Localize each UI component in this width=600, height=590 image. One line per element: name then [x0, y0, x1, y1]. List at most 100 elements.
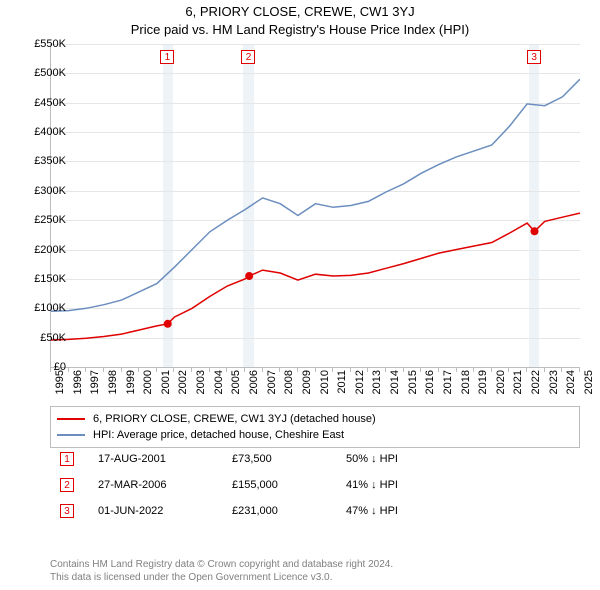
y-tick-label: £400K: [20, 126, 66, 138]
x-tick-label: 2001: [160, 370, 172, 394]
x-tick-label: 2021: [512, 370, 524, 394]
x-tick-label: 2008: [283, 370, 295, 394]
footer-line1: Contains HM Land Registry data © Crown c…: [50, 559, 580, 572]
x-tick-label: 1999: [125, 370, 137, 394]
sale-row-marker: 2: [60, 478, 74, 492]
x-tick-mark: [121, 368, 122, 372]
sale-hpi: 47% ↓ HPI: [346, 505, 436, 517]
y-tick-label: £500K: [20, 67, 66, 79]
x-tick-label: 2025: [583, 370, 595, 394]
x-tick-label: 2019: [477, 370, 489, 394]
x-tick-mark: [438, 368, 439, 372]
y-tick-label: £250K: [20, 214, 66, 226]
x-tick-mark: [508, 368, 509, 372]
x-tick-label: 2002: [177, 370, 189, 394]
x-tick-mark: [262, 368, 263, 372]
sale-marker-box: 2: [241, 50, 255, 64]
x-tick-mark: [561, 368, 562, 372]
chart-svg: [51, 44, 580, 367]
x-tick-mark: [103, 368, 104, 372]
x-tick-mark: [68, 368, 69, 372]
x-tick-mark: [85, 368, 86, 372]
x-tick-mark: [473, 368, 474, 372]
x-tick-label: 2016: [424, 370, 436, 394]
x-tick-mark: [173, 368, 174, 372]
sale-date: 27-MAR-2006: [98, 479, 208, 491]
x-tick-label: 2018: [460, 370, 472, 394]
sale-marker-box: 3: [527, 50, 541, 64]
sale-price: £231,000: [232, 505, 322, 517]
sale-marker-dot: [164, 320, 172, 328]
x-tick-label: 2023: [548, 370, 560, 394]
x-tick-mark: [156, 368, 157, 372]
x-tick-mark: [279, 368, 280, 372]
x-tick-label: 1998: [107, 370, 119, 394]
x-tick-label: 2004: [213, 370, 225, 394]
y-tick-label: £150K: [20, 273, 66, 285]
x-tick-label: 2000: [142, 370, 154, 394]
x-tick-label: 1996: [72, 370, 84, 394]
sale-date: 01-JUN-2022: [98, 505, 208, 517]
legend-row: HPI: Average price, detached house, Ches…: [57, 427, 573, 443]
x-tick-label: 2006: [248, 370, 260, 394]
x-tick-mark: [491, 368, 492, 372]
x-tick-mark: [244, 368, 245, 372]
sale-row-marker: 1: [60, 452, 74, 466]
x-tick-label: 1995: [54, 370, 66, 394]
x-tick-mark: [367, 368, 368, 372]
x-tick-label: 2013: [371, 370, 383, 394]
x-tick-mark: [350, 368, 351, 372]
x-tick-label: 2012: [354, 370, 366, 394]
x-tick-label: 2020: [495, 370, 507, 394]
x-tick-label: 2010: [319, 370, 331, 394]
x-tick-mark: [209, 368, 210, 372]
legend-label: 6, PRIORY CLOSE, CREWE, CW1 3YJ (detache…: [93, 413, 376, 425]
sale-marker-box: 1: [160, 50, 174, 64]
x-tick-label: 2022: [530, 370, 542, 394]
sale-hpi: 41% ↓ HPI: [346, 479, 436, 491]
series-price_paid: [51, 213, 580, 340]
sale-row: 3 01-JUN-2022 £231,000 47% ↓ HPI: [60, 504, 436, 518]
legend-swatch: [57, 418, 85, 420]
sale-row-marker: 3: [60, 504, 74, 518]
x-tick-mark: [226, 368, 227, 372]
y-tick-label: £450K: [20, 97, 66, 109]
x-tick-label: 2015: [407, 370, 419, 394]
x-tick-label: 2014: [389, 370, 401, 394]
sale-hpi: 50% ↓ HPI: [346, 453, 436, 465]
sale-row: 2 27-MAR-2006 £155,000 41% ↓ HPI: [60, 478, 436, 492]
x-tick-mark: [526, 368, 527, 372]
x-tick-mark: [138, 368, 139, 372]
x-tick-mark: [385, 368, 386, 372]
sale-price: £155,000: [232, 479, 322, 491]
y-tick-label: £350K: [20, 155, 66, 167]
x-tick-label: 1997: [89, 370, 101, 394]
y-tick-label: £50K: [20, 332, 66, 344]
footer: Contains HM Land Registry data © Crown c…: [50, 559, 580, 584]
legend-label: HPI: Average price, detached house, Ches…: [93, 429, 344, 441]
sale-date: 17-AUG-2001: [98, 453, 208, 465]
x-tick-mark: [332, 368, 333, 372]
y-tick-label: £200K: [20, 244, 66, 256]
x-tick-mark: [579, 368, 580, 372]
sale-row: 1 17-AUG-2001 £73,500 50% ↓ HPI: [60, 452, 436, 466]
x-tick-mark: [191, 368, 192, 372]
chart-area: 1 2 3: [50, 44, 580, 368]
y-tick-label: £300K: [20, 185, 66, 197]
legend-swatch: [57, 434, 85, 436]
sale-marker-dot: [245, 272, 253, 280]
x-tick-mark: [50, 368, 51, 372]
x-tick-label: 2009: [301, 370, 313, 394]
x-tick-mark: [297, 368, 298, 372]
footer-line2: This data is licensed under the Open Gov…: [50, 572, 580, 585]
legend-row: 6, PRIORY CLOSE, CREWE, CW1 3YJ (detache…: [57, 411, 573, 427]
x-tick-label: 2011: [336, 370, 348, 394]
x-tick-mark: [544, 368, 545, 372]
x-tick-mark: [456, 368, 457, 372]
x-tick-label: 2024: [565, 370, 577, 394]
x-tick-label: 2005: [230, 370, 242, 394]
sale-marker-dot: [531, 227, 539, 235]
x-tick-label: 2017: [442, 370, 454, 394]
series-hpi: [51, 79, 580, 311]
sale-price: £73,500: [232, 453, 322, 465]
